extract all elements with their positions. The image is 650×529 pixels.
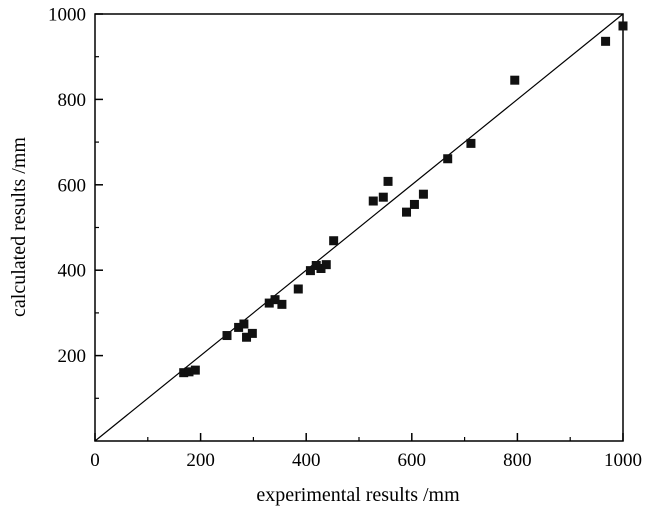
data-point [329,236,339,246]
y-axis-title: calculated results /mm [8,137,30,317]
identity-line [94,13,624,442]
data-point [190,365,200,375]
x-tick-label: 1000 [604,450,642,471]
data-point [277,299,287,309]
data-point [409,199,419,209]
data-point [264,298,274,308]
data-point [443,154,453,164]
y-tick-label: 600 [58,175,87,196]
data-point [311,261,321,271]
data-point [378,192,388,202]
data-point [316,263,326,273]
data-point [242,332,252,342]
y-tick-label: 400 [58,261,87,282]
data-point [184,367,194,377]
data-point [321,260,331,270]
data-point [510,75,520,85]
y-tick-label: 200 [58,346,87,367]
x-tick-label: 400 [292,450,321,471]
data-point [601,36,611,46]
data-point [270,295,280,305]
x-tick-label: 600 [398,450,427,471]
data-point [418,189,428,199]
data-point [466,138,476,148]
data-point [618,21,628,31]
x-tick-label: 0 [90,450,100,471]
data-point [383,176,393,186]
data-point [239,319,249,329]
data-point [368,196,378,206]
data-point [234,322,244,332]
data-point [293,284,303,294]
y-tick-label: 800 [58,90,87,111]
data-point [402,207,412,217]
data-point [222,331,232,341]
data-point [179,368,189,378]
data-point [305,266,315,276]
x-tick-label: 200 [186,450,215,471]
y-tick-label: 1000 [48,5,86,26]
x-tick-label: 800 [503,450,532,471]
x-axis-title: experimental results /mm [256,484,460,506]
data-point [247,328,257,338]
